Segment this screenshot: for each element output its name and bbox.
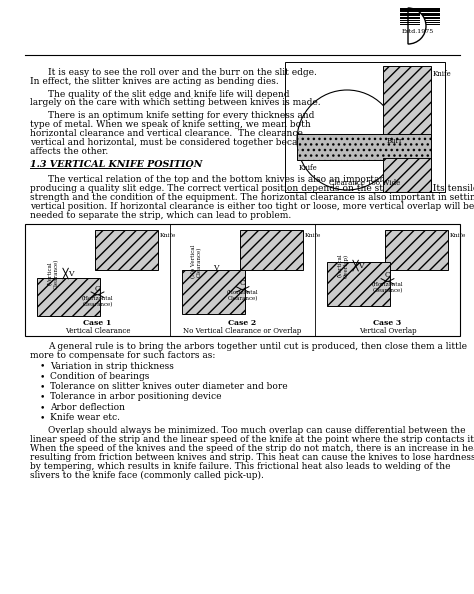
Bar bbox=[400, 17, 420, 18]
Text: Overlap should always be minimized. Too much overlap can cause differential betw: Overlap should always be minimized. Too … bbox=[48, 426, 465, 435]
Text: •: • bbox=[40, 413, 46, 422]
Text: The vertical relation of the top and the bottom knives is also an important fact: The vertical relation of the top and the… bbox=[48, 175, 431, 184]
Text: Clearance Too Wide: Clearance Too Wide bbox=[329, 179, 401, 187]
Text: affects the other.: affects the other. bbox=[30, 147, 108, 156]
Bar bbox=[400, 13, 440, 15]
Text: •: • bbox=[40, 372, 46, 381]
Text: Knife: Knife bbox=[159, 233, 176, 238]
Bar bbox=[400, 13, 420, 15]
Text: (Vertical
Overlap): (Vertical Overlap) bbox=[338, 254, 349, 277]
Text: Knife wear etc.: Knife wear etc. bbox=[50, 413, 120, 422]
Text: V: V bbox=[213, 264, 218, 271]
Bar bbox=[400, 22, 420, 23]
Text: Vertical Clearance: Vertical Clearance bbox=[65, 327, 130, 334]
Text: (Vertical
Clearance): (Vertical Clearance) bbox=[48, 258, 59, 289]
Bar bbox=[400, 17, 440, 18]
Text: A general rule is to bring the arbors together until cut is produced, then close: A general rule is to bring the arbors to… bbox=[48, 342, 467, 350]
Text: Case 2: Case 2 bbox=[228, 318, 256, 327]
Text: by tempering, which results in knife failure. This frictional heat also leads to: by tempering, which results in knife fai… bbox=[30, 462, 450, 471]
Text: V: V bbox=[68, 270, 73, 277]
Text: C: C bbox=[95, 285, 100, 293]
Text: •: • bbox=[40, 362, 46, 371]
Text: C: C bbox=[384, 271, 391, 279]
Bar bbox=[297, 134, 431, 160]
Text: No Vertical Clearance or Overlap: No Vertical Clearance or Overlap bbox=[183, 327, 301, 334]
Bar bbox=[400, 20, 440, 21]
Text: (Horizontal
Clearance): (Horizontal Clearance) bbox=[372, 282, 403, 293]
Text: horizontal clearance and vertical clearance.  The clearance,: horizontal clearance and vertical cleara… bbox=[30, 129, 306, 138]
Text: It is easy to see the roll over and the burr on the slit edge.: It is easy to see the roll over and the … bbox=[48, 68, 317, 77]
Bar bbox=[383, 158, 431, 192]
Text: Condition of bearings: Condition of bearings bbox=[50, 372, 149, 381]
Bar bbox=[400, 24, 420, 25]
Text: Knife: Knife bbox=[449, 233, 466, 238]
Text: V: V bbox=[357, 261, 363, 270]
Text: When the speed of the knives and the speed of the strip do not match, there is a: When the speed of the knives and the spe… bbox=[30, 444, 474, 453]
Text: C: C bbox=[240, 279, 246, 287]
Bar bbox=[182, 270, 246, 314]
Text: type of metal. When we speak of knife setting, we mean both: type of metal. When we speak of knife se… bbox=[30, 120, 311, 129]
Bar bbox=[400, 8, 440, 11]
Bar bbox=[327, 261, 391, 305]
Text: more to compensate for such factors as:: more to compensate for such factors as: bbox=[30, 350, 215, 359]
Text: Tolerance on slitter knives outer diameter and bore: Tolerance on slitter knives outer diamet… bbox=[50, 382, 288, 391]
Bar bbox=[285, 62, 445, 192]
Text: Burr: Burr bbox=[387, 137, 403, 145]
Text: producing a quality slit edge. The correct vertical position depends on the stri: producing a quality slit edge. The corre… bbox=[30, 184, 474, 192]
Text: (Horizontal
Clearance): (Horizontal Clearance) bbox=[82, 296, 113, 307]
Text: Knife: Knife bbox=[433, 70, 452, 78]
Text: •: • bbox=[40, 393, 46, 402]
Text: vertical and horizontal, must be considered together because one: vertical and horizontal, must be conside… bbox=[30, 138, 333, 147]
Text: (Horizontal
Clearance): (Horizontal Clearance) bbox=[227, 290, 258, 302]
Bar bbox=[239, 230, 303, 270]
Bar bbox=[25, 223, 460, 336]
Text: needed to separate the strip, which can lead to problem.: needed to separate the strip, which can … bbox=[30, 211, 291, 220]
Text: Estd.1975: Estd.1975 bbox=[402, 29, 434, 34]
Text: strength and the condition of the equipment. The horizontal clearance is also im: strength and the condition of the equipm… bbox=[30, 192, 474, 202]
Bar bbox=[400, 24, 440, 25]
Text: Case 1: Case 1 bbox=[83, 318, 111, 327]
Circle shape bbox=[297, 90, 397, 190]
Bar bbox=[400, 20, 420, 21]
Bar bbox=[384, 230, 448, 270]
Text: slivers to the knife face (commonly called pick-up).: slivers to the knife face (commonly call… bbox=[30, 471, 264, 481]
Text: Knife: Knife bbox=[304, 233, 321, 238]
Text: resulting from friction between knives and strip. This heat can cause the knives: resulting from friction between knives a… bbox=[30, 453, 474, 462]
Text: Variation in strip thickness: Variation in strip thickness bbox=[50, 362, 174, 371]
Text: •: • bbox=[40, 403, 46, 412]
Text: (No Vertical
Clearance): (No Vertical Clearance) bbox=[191, 245, 202, 278]
Text: Tolerance in arbor positioning device: Tolerance in arbor positioning device bbox=[50, 393, 221, 402]
Text: In effect, the slitter knives are acting as bending dies.: In effect, the slitter knives are acting… bbox=[30, 77, 279, 86]
Bar bbox=[400, 8, 420, 11]
Text: Knife: Knife bbox=[299, 164, 318, 172]
Bar bbox=[36, 277, 100, 315]
Wedge shape bbox=[408, 8, 426, 44]
Bar bbox=[95, 230, 158, 270]
Text: Arbor deflection: Arbor deflection bbox=[50, 403, 125, 412]
Text: The quality of the slit edge and knife life will depend: The quality of the slit edge and knife l… bbox=[48, 90, 290, 99]
Bar bbox=[383, 66, 431, 138]
Text: vertical position. If horizontal clearance is either too tight or loose, more ve: vertical position. If horizontal clearan… bbox=[30, 201, 474, 211]
Text: largely on the care with which setting between knives is made.: largely on the care with which setting b… bbox=[30, 99, 320, 108]
Text: 1.3 VERTICAL KNIFE POSITION: 1.3 VERTICAL KNIFE POSITION bbox=[30, 160, 202, 169]
Text: There is an optimum knife setting for every thickness and: There is an optimum knife setting for ev… bbox=[48, 111, 314, 120]
Text: linear speed of the strip and the linear speed of the knife at the point where t: linear speed of the strip and the linear… bbox=[30, 435, 474, 444]
Text: Case 3: Case 3 bbox=[374, 318, 401, 327]
Bar bbox=[400, 22, 440, 23]
Text: Vertical Overlap: Vertical Overlap bbox=[359, 327, 416, 334]
Text: •: • bbox=[40, 382, 46, 391]
